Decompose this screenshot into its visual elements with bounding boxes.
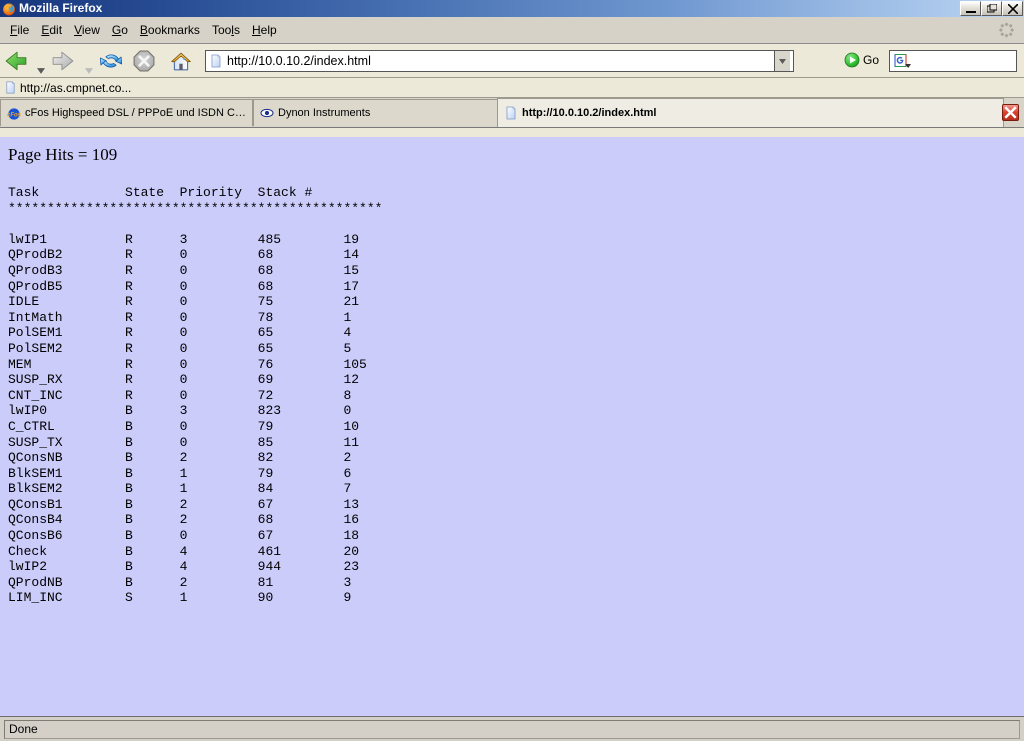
svg-text:cFos: cFos — [7, 113, 21, 119]
